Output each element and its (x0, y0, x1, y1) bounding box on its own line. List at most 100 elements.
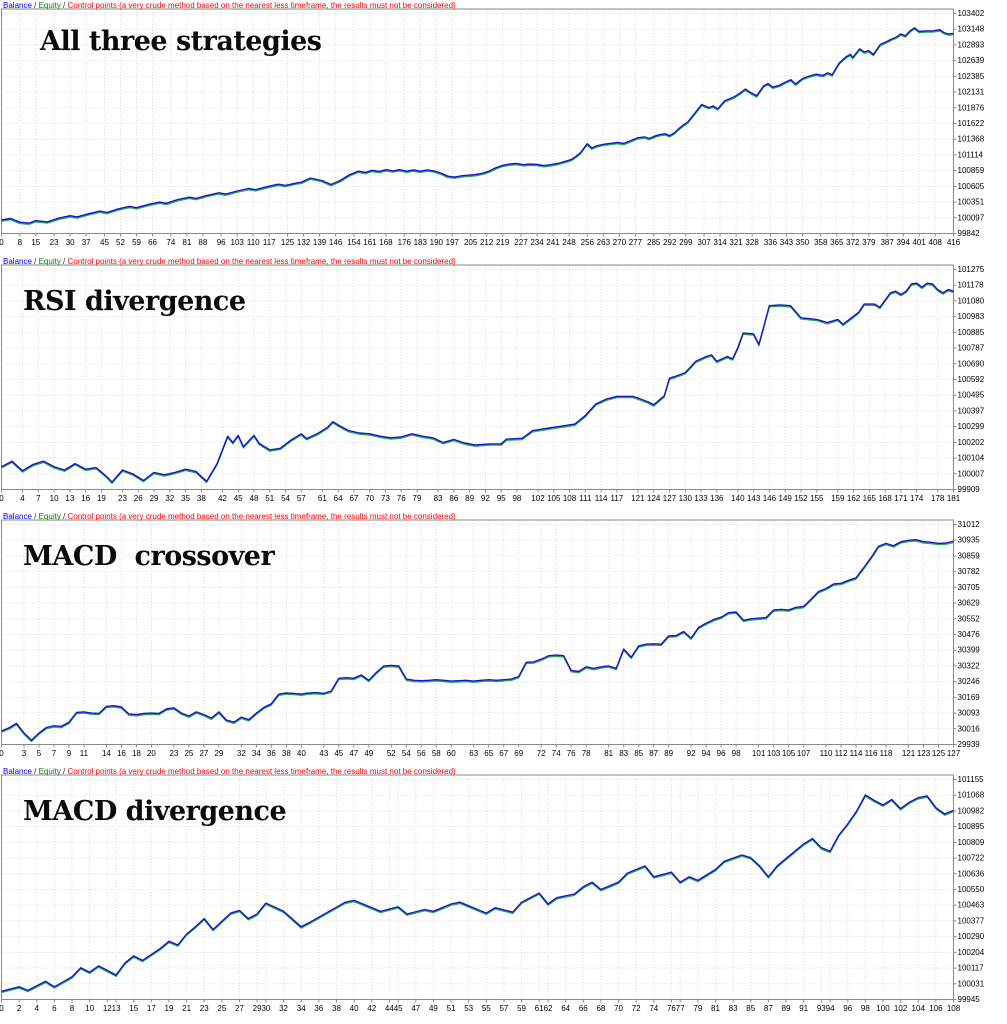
y-tick-label: 30476 (958, 630, 981, 639)
chart-panel-macd-crossover: Balance / Equity / Control points (a ver… (0, 511, 1007, 766)
x-tick-label: 4 (20, 494, 25, 503)
legend-separator: / (60, 767, 68, 776)
y-tick-label: 100982 (958, 806, 985, 815)
chart-panel-rsi-divergence: Balance / Equity / Control points (a ver… (0, 256, 1007, 511)
chart-legend: Balance / Equity / Control points (a ver… (3, 257, 456, 266)
y-tick-label: 102385 (958, 72, 985, 81)
x-tick-label: 270 (613, 238, 627, 247)
x-tick-label: 54 (402, 749, 411, 758)
x-tick-label: 108 (563, 494, 577, 503)
x-tick-label: 45 (100, 238, 109, 247)
y-tick-label: 102131 (958, 88, 985, 97)
legend-balance-label: Balance (3, 767, 32, 776)
legend-control-points-label: Control points (a very crude method base… (67, 512, 456, 521)
x-tick-label: 16 (81, 494, 90, 503)
x-tick-label: 89 (465, 494, 474, 503)
x-tick-label: 3 (22, 749, 27, 758)
x-tick-label: 38 (332, 1004, 341, 1013)
chart-title: All three strategies (40, 26, 322, 57)
x-tick-label: 7 (36, 494, 41, 503)
chart-legend: Balance / Equity / Control points (a ver… (3, 512, 456, 521)
x-tick-label: 140 (731, 494, 745, 503)
x-tick-label: 106 (929, 1004, 943, 1013)
legend-separator: / (31, 767, 39, 776)
x-tick-label: 117 (263, 238, 276, 247)
x-tick-label: 121 (631, 494, 645, 503)
x-tick-label: 15 (129, 1004, 138, 1013)
x-tick-label: 38 (197, 494, 206, 503)
x-tick-label: 0 (0, 494, 4, 503)
x-tick-label: 19 (97, 494, 106, 503)
legend-equity-label: Equity (38, 257, 61, 266)
x-tick-label: 76 (667, 1004, 676, 1013)
x-tick-label: 47 (411, 1004, 420, 1013)
x-tick-label: 178 (931, 494, 945, 503)
x-tick-label: 8 (18, 238, 23, 247)
y-tick-label: 99945 (958, 995, 981, 1004)
x-tick-label: 66 (579, 1004, 588, 1013)
x-tick-label: 63 (469, 749, 478, 758)
x-tick-label: 146 (763, 494, 777, 503)
x-tick-label: 79 (693, 1004, 702, 1013)
balance-line (1, 539, 954, 741)
y-tick-label: 103148 (958, 25, 985, 34)
y-tick-label: 100202 (958, 438, 985, 447)
y-tick-label: 100885 (958, 328, 985, 337)
x-tick-label: 60 (447, 749, 456, 758)
x-tick-label: 112 (835, 749, 848, 758)
equity-curve-plot: 0 4 7 10 13 16 19 23 26 29 32 35 38 42 45 48 51 54 57 61 64 6… (0, 264, 985, 503)
x-tick-label: 42 (218, 494, 227, 503)
x-tick-label: 68 (596, 1004, 605, 1013)
x-tick-label: 307 (697, 238, 711, 247)
x-tick-label: 92 (687, 749, 696, 758)
chart-title: RSI divergence (23, 286, 246, 317)
x-tick-label: 161 (363, 238, 377, 247)
equity-line (1, 540, 954, 743)
x-tick-label: 51 (447, 1004, 456, 1013)
y-tick-label: 100495 (958, 391, 985, 400)
x-tick-label: 27 (199, 749, 208, 758)
x-tick-label: 72 (632, 1004, 641, 1013)
x-tick-label: 38 (282, 749, 291, 758)
x-tick-label: 0 (0, 1004, 4, 1013)
x-tick-label: 87 (764, 1004, 773, 1013)
x-tick-label: 88 (198, 238, 207, 247)
x-tick-label: 133 (694, 494, 708, 503)
x-tick-label: 66 (148, 238, 157, 247)
x-tick-label: 78 (582, 749, 591, 758)
y-tick-label: 100592 (958, 375, 985, 384)
x-tick-label: 98 (732, 749, 741, 758)
y-tick-label: 100722 (958, 854, 985, 863)
x-tick-label: 30 (261, 1004, 270, 1013)
x-tick-label: 44 (385, 1004, 394, 1013)
x-tick-label: 108 (947, 1004, 961, 1013)
x-tick-label: 36 (267, 749, 276, 758)
equity-line (1, 283, 954, 485)
x-tick-label: 190 (430, 238, 444, 247)
x-tick-label: 11 (80, 749, 89, 758)
y-tick-label: 100204 (958, 948, 985, 957)
x-tick-label: 394 (896, 238, 910, 247)
x-tick-label: 29 (150, 494, 159, 503)
y-tick-label: 30246 (958, 677, 981, 686)
x-tick-label: 102 (894, 1004, 908, 1013)
x-tick-label: 45 (234, 494, 243, 503)
x-tick-label: 0 (0, 238, 4, 247)
y-tick-label: 100377 (958, 916, 985, 925)
x-tick-label: 358 (814, 238, 828, 247)
y-tick-label: 101068 (958, 791, 985, 800)
x-tick-label: 72 (537, 749, 546, 758)
x-tick-label: 65 (484, 749, 493, 758)
x-tick-label: 85 (746, 1004, 755, 1013)
y-tick-label: 30093 (958, 709, 981, 718)
x-tick-label: 159 (831, 494, 845, 503)
x-tick-label: 52 (387, 749, 396, 758)
x-tick-label: 64 (334, 494, 343, 503)
legend-separator: / (31, 1, 39, 10)
legend-separator: / (60, 512, 68, 521)
x-tick-label: 96 (717, 749, 726, 758)
x-tick-label: 10 (85, 1004, 94, 1013)
x-tick-label: 227 (514, 238, 528, 247)
x-tick-label: 59 (132, 238, 141, 247)
x-tick-label: 130 (679, 494, 693, 503)
